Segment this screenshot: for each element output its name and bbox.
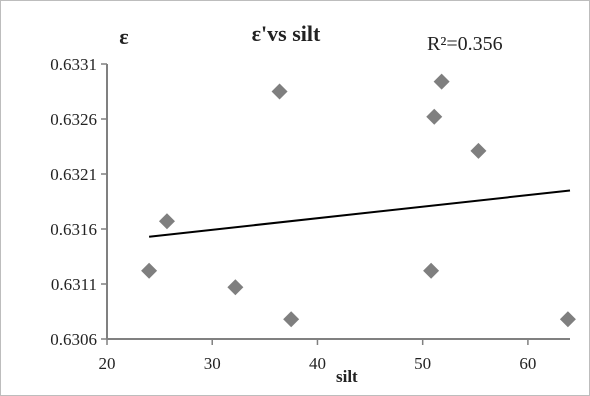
y-tick-label: 0.6331: [50, 55, 97, 74]
y-tick-label: 0.6306: [50, 330, 97, 349]
x-ticks: 20 30 40 50 60: [99, 339, 536, 373]
data-point-1: [141, 262, 158, 279]
x-tick-label: 50: [414, 354, 431, 373]
x-tick-label: 40: [309, 354, 326, 373]
chart-title: ε'vs silt: [252, 21, 321, 46]
trendline-group: [148, 189, 571, 238]
data-point-2: [158, 213, 175, 230]
r-squared-annotation: R²=0.356: [427, 33, 503, 55]
y-axis-label: ε: [119, 24, 128, 49]
data-point-3: [227, 279, 244, 296]
x-axis-label: silt: [336, 367, 358, 386]
y-tick-label: 0.6321: [50, 165, 97, 184]
x-tick-label: 30: [204, 354, 221, 373]
data-point-10: [559, 311, 576, 328]
data-points: [141, 73, 576, 328]
y-ticks: 0.6306 0.6311 0.6316 0.6321 0.6326 0.6331: [50, 55, 107, 349]
x-tick-label: 60: [519, 354, 536, 373]
x-tick-label: 20: [99, 354, 116, 373]
data-point-8: [433, 73, 450, 90]
data-point-6: [423, 262, 440, 279]
data-point-9: [470, 142, 487, 159]
y-tick-label: 0.6311: [51, 275, 97, 294]
data-point-7: [426, 108, 443, 125]
trendline: [148, 189, 571, 238]
y-tick-label: 0.6316: [50, 220, 97, 239]
y-tick-label: 0.6326: [50, 110, 97, 129]
data-point-4: [271, 83, 288, 100]
data-point-5: [283, 311, 300, 328]
